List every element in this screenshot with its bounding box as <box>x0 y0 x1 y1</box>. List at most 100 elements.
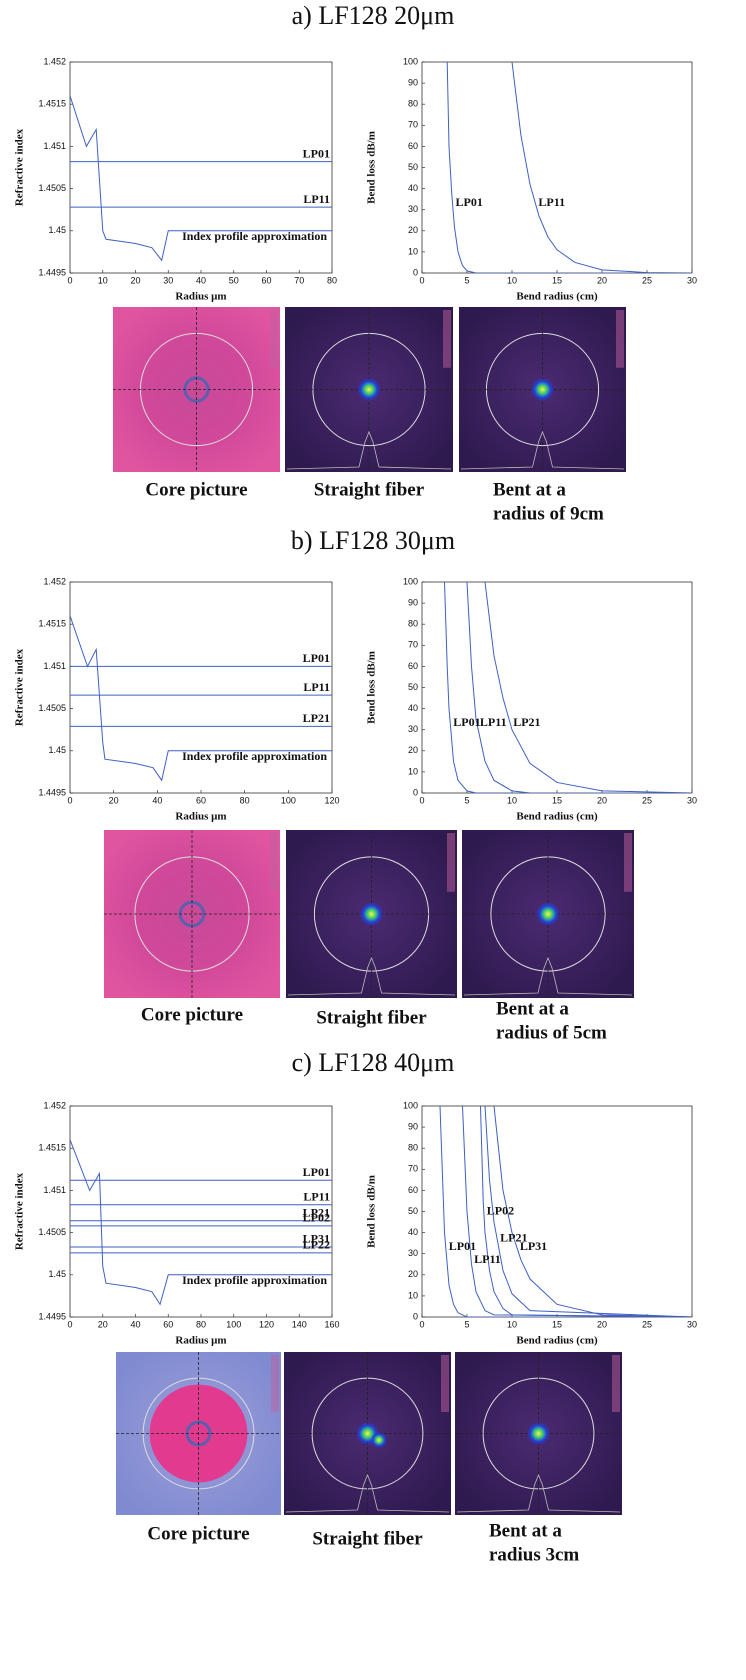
profile-trace <box>460 430 625 470</box>
x-tick-label: 120 <box>259 1319 274 1329</box>
y-tick-label: 50 <box>408 162 418 172</box>
image-caption: Bent at a <box>489 1520 562 1541</box>
colorbar <box>624 833 632 892</box>
profile-trace <box>463 956 633 996</box>
colorbar <box>441 1355 449 1413</box>
y-tick-label: 1.451 <box>43 141 66 151</box>
x-tick-label: 40 <box>130 1319 140 1329</box>
y-tick-label: 1.45 <box>48 1269 66 1279</box>
plot-lines <box>444 582 692 793</box>
profile-trace <box>287 956 456 996</box>
x-tick-label: 25 <box>642 275 652 285</box>
line-series <box>511 62 692 273</box>
beam-image <box>116 1352 281 1515</box>
annotation: Index profile approximation <box>182 229 327 243</box>
line-series <box>466 582 692 793</box>
line-series <box>462 1106 692 1317</box>
annotation: Index profile approximation <box>182 749 327 763</box>
beam-image <box>285 307 453 472</box>
x-tick-label: 80 <box>196 1319 206 1329</box>
y-tick-label: 20 <box>408 1269 418 1279</box>
image-caption: Bent at a <box>496 998 569 1019</box>
x-tick-label: 0 <box>419 795 424 805</box>
x-tick-label: 20 <box>109 795 119 805</box>
y-tick-label: 60 <box>408 661 418 671</box>
y-tick-label: 1.4505 <box>38 1227 66 1237</box>
beam-spot <box>370 1431 388 1449</box>
profile-trace <box>286 430 452 470</box>
x-axis-label: Radius μm <box>175 1335 226 1347</box>
plot-lines <box>70 615 332 782</box>
x-tick-label: 20 <box>130 275 140 285</box>
y-tick-label: 20 <box>408 745 418 755</box>
mode-label: LP11 <box>538 195 565 209</box>
x-tick-label: 80 <box>240 795 250 805</box>
x-tick-label: 15 <box>552 275 562 285</box>
beam-spot <box>527 1422 550 1445</box>
x-tick-label: 80 <box>327 275 337 285</box>
x-tick-label: 70 <box>294 275 304 285</box>
y-tick-label: 1.452 <box>43 576 66 586</box>
y-tick-label: 1.451 <box>43 1185 66 1195</box>
y-tick-label: 100 <box>403 1100 418 1110</box>
colorbar <box>270 310 278 368</box>
x-tick-label: 120 <box>324 795 339 805</box>
panel-title: a) LF128 20μm <box>292 1 455 30</box>
y-axis-label: Refractive index <box>14 1172 26 1250</box>
mode-label: LP31 <box>520 1239 547 1253</box>
y-tick-label: 60 <box>408 141 418 151</box>
x-tick-label: 60 <box>163 1319 173 1329</box>
y-tick-label: 40 <box>408 183 418 193</box>
mode-label: LP01 <box>456 195 483 209</box>
beam-image <box>459 307 626 472</box>
y-tick-label: 30 <box>408 724 418 734</box>
y-tick-label: 1.4495 <box>38 267 66 277</box>
x-tick-label: 15 <box>552 1319 562 1329</box>
beam-image <box>455 1352 622 1515</box>
x-tick-label: 40 <box>152 795 162 805</box>
x-tick-label: 20 <box>597 795 607 805</box>
line-series <box>493 1106 692 1317</box>
beam-spot <box>359 902 384 926</box>
image-caption: Core picture <box>141 1004 243 1025</box>
mode-label: LP01 <box>453 715 480 729</box>
y-tick-label: 50 <box>408 1206 418 1216</box>
x-tick-label: 160 <box>324 1319 339 1329</box>
y-tick-label: 70 <box>408 640 418 650</box>
x-tick-label: 5 <box>464 795 469 805</box>
beam-image <box>113 307 280 472</box>
y-tick-label: 20 <box>408 225 418 235</box>
line-series <box>444 582 692 793</box>
x-tick-label: 10 <box>98 275 108 285</box>
y-tick-label: 60 <box>408 1185 418 1195</box>
y-tick-label: 10 <box>408 246 418 256</box>
y-tick-label: 1.451 <box>43 661 66 671</box>
line-series <box>70 95 332 262</box>
mode-label: LP11 <box>303 192 330 206</box>
mode-label: LP31 <box>303 1232 330 1246</box>
x-tick-label: 40 <box>196 275 206 285</box>
image-caption: radius of 5cm <box>496 1022 607 1043</box>
y-tick-label: 1.4495 <box>38 1311 66 1321</box>
y-tick-label: 30 <box>408 204 418 214</box>
mode-label: LP02 <box>303 1211 330 1225</box>
x-tick-label: 30 <box>687 795 697 805</box>
x-axis-label: Radius μm <box>175 291 226 303</box>
image-caption: radius of 9cm <box>493 503 604 524</box>
y-tick-label: 90 <box>408 77 418 87</box>
x-tick-label: 0 <box>419 275 424 285</box>
x-tick-label: 50 <box>229 275 239 285</box>
y-tick-label: 1.4495 <box>38 787 66 797</box>
x-tick-label: 15 <box>552 795 562 805</box>
y-tick-label: 1.4515 <box>38 619 66 629</box>
y-tick-label: 100 <box>403 56 418 66</box>
colorbar <box>616 310 624 368</box>
y-tick-label: 40 <box>408 703 418 713</box>
y-tick-label: 80 <box>408 99 418 109</box>
colorbar <box>271 1355 279 1413</box>
y-axis-label: Bend loss dB/m <box>366 651 378 724</box>
mode-label: LP22 <box>303 1238 330 1252</box>
beam-image <box>104 830 280 998</box>
x-tick-label: 10 <box>507 275 517 285</box>
